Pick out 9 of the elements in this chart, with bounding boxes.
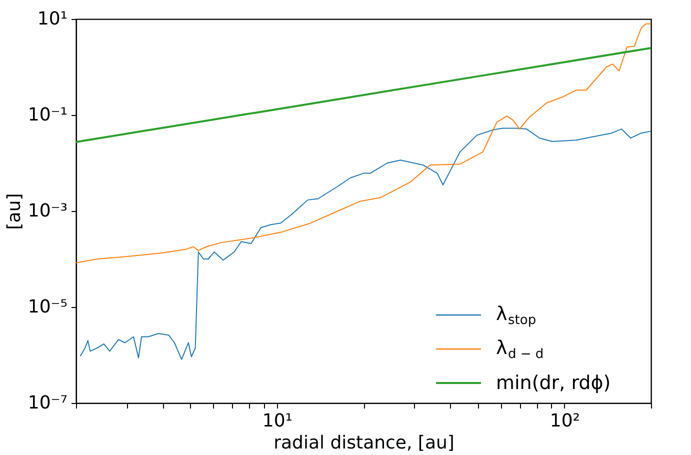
x-tick-label: 10² xyxy=(550,410,580,432)
x-axis-title: radial distance, [au] xyxy=(274,432,454,454)
y-tick-label: 10⁻³ xyxy=(28,200,68,222)
y-tick-label: 10¹ xyxy=(37,8,68,30)
y-tick-label: 10⁻⁵ xyxy=(28,296,68,318)
y-axis-title: [au] xyxy=(4,193,25,230)
y-tick-label: 10⁻¹ xyxy=(28,104,68,126)
y-tick-label: 10⁻⁷ xyxy=(28,392,68,414)
legend-label: min(dr, rdϕ) xyxy=(496,372,611,394)
